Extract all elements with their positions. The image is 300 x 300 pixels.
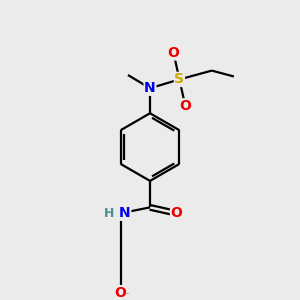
Text: S: S	[174, 72, 184, 86]
Text: O: O	[115, 286, 127, 300]
Text: N: N	[119, 206, 131, 220]
Text: O: O	[170, 206, 182, 220]
Text: O: O	[168, 46, 179, 60]
Text: O: O	[179, 99, 191, 113]
Text: H: H	[104, 207, 115, 220]
Text: N: N	[144, 81, 156, 95]
